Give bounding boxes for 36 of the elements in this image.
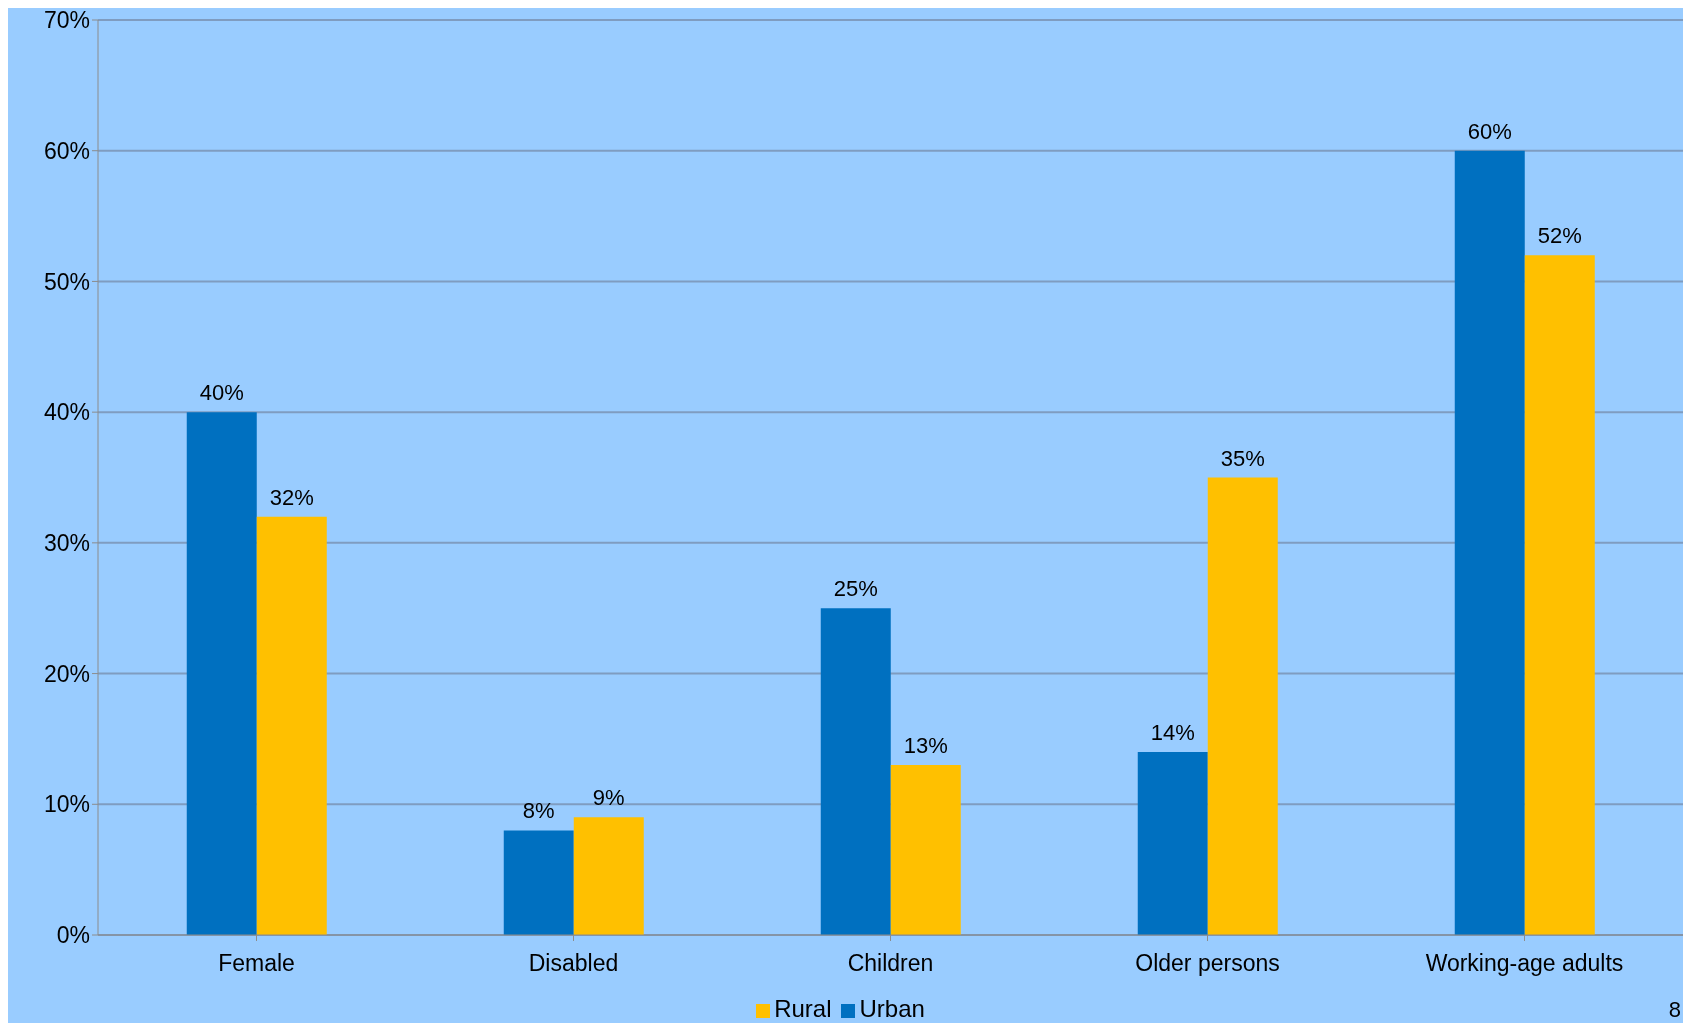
x-tick-label: Disabled xyxy=(528,950,619,977)
y-tick-label: 30% xyxy=(43,530,90,557)
data-label: 35% xyxy=(1220,445,1265,471)
data-label: 9% xyxy=(592,785,625,811)
data-label: 32% xyxy=(269,484,314,510)
bar xyxy=(573,817,644,935)
y-tick-label: 20% xyxy=(43,660,90,687)
bar xyxy=(820,608,891,935)
x-tick-label: Female xyxy=(218,950,295,977)
y-tick-label: 50% xyxy=(43,268,90,295)
legend-label: Urban xyxy=(859,995,925,1022)
data-label: 40% xyxy=(199,380,244,406)
bar xyxy=(1207,477,1278,935)
legend-label: Rural xyxy=(774,995,832,1022)
data-label: 52% xyxy=(1537,223,1582,249)
y-tick-label: 60% xyxy=(43,137,90,164)
bar xyxy=(1454,150,1525,935)
data-label: 13% xyxy=(903,733,948,759)
bar xyxy=(1137,752,1208,935)
bar xyxy=(1524,255,1595,935)
data-label: 25% xyxy=(833,576,878,602)
bar xyxy=(186,412,257,935)
y-tick-label: 10% xyxy=(43,791,90,818)
data-label: 8% xyxy=(522,798,555,824)
data-label: 14% xyxy=(1150,720,1195,745)
y-tick-label: 0% xyxy=(56,922,90,949)
x-tick-label: Older persons xyxy=(1135,950,1280,977)
data-label: 60% xyxy=(1467,118,1512,144)
x-tick-label: Children xyxy=(847,950,934,977)
bar xyxy=(503,830,574,935)
x-tick-label: Working-age adults xyxy=(1425,950,1624,977)
bar xyxy=(890,765,961,935)
bar xyxy=(256,516,327,935)
y-tick-label: 70% xyxy=(43,7,90,34)
y-tick-label: 40% xyxy=(43,399,90,426)
text: 8 xyxy=(1668,997,1681,1023)
